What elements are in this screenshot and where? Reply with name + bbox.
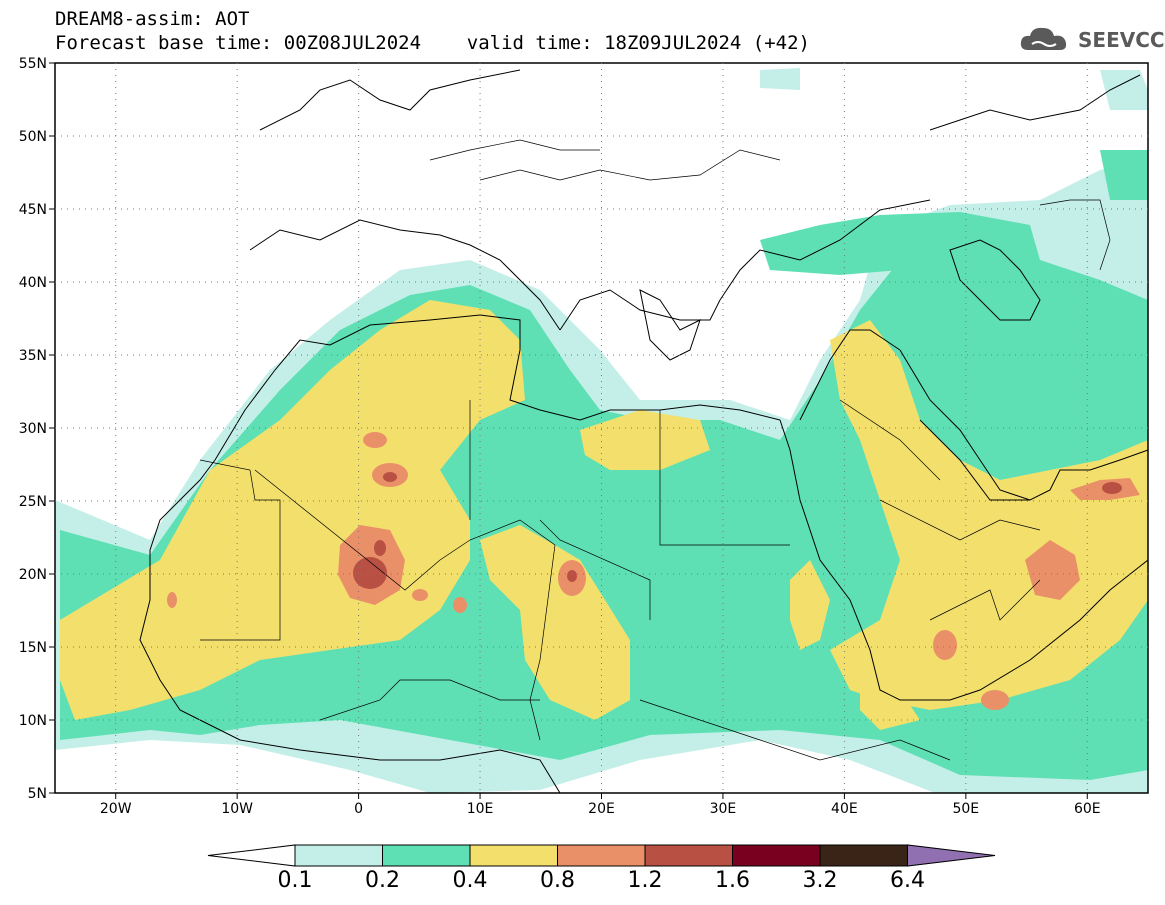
colorbar-swatch — [382, 844, 471, 867]
colorbar-label: 0.8 — [540, 868, 575, 893]
lon-label: 0 — [354, 801, 363, 817]
lat-label: 10N — [19, 713, 47, 729]
colorbar-swatch — [469, 844, 558, 867]
lon-label: 20W — [100, 801, 132, 817]
lat-label: 55N — [19, 56, 47, 72]
lon-label: 20E — [588, 801, 615, 817]
lon-label: 30E — [710, 801, 737, 817]
colorbar-label: 0.4 — [452, 868, 488, 893]
colorbar-swatch — [557, 844, 646, 867]
colorbar-swatch — [732, 844, 821, 867]
lat-label: 30N — [19, 421, 47, 437]
colorbar-label: 1.6 — [715, 868, 750, 893]
colorbar-max-arrow — [907, 844, 996, 867]
lon-label: 60E — [1074, 801, 1101, 817]
lat-label: 25N — [19, 494, 47, 510]
colorbar-min-arrow — [207, 844, 296, 867]
graticule — [55, 63, 1148, 793]
colorbar-label: 6.4 — [890, 868, 925, 893]
lon-label: 50E — [952, 801, 979, 817]
lat-label: 15N — [19, 640, 47, 656]
lat-label: 50N — [19, 129, 47, 145]
colorbar-swatch — [819, 844, 908, 867]
longitude-labels: 20W 10W 0 10E 20E 30E 40E 50E 60E — [100, 801, 1101, 817]
colorbar-swatch — [644, 844, 733, 867]
colorbar-label: 0.1 — [277, 868, 313, 893]
aot-band-1.2 — [353, 472, 1122, 589]
lat-label: 40N — [19, 275, 47, 291]
lat-label: 20N — [19, 567, 47, 583]
latitude-labels: 55N 50N 45N 40N 35N 30N 25N 20N 15N 10N 5N — [19, 56, 47, 802]
lon-label: 10W — [221, 801, 253, 817]
lat-label: 35N — [19, 348, 47, 364]
logo-text: SEEVCCC — [1078, 28, 1165, 52]
product-title: DREAM8-assim: AOT — [55, 8, 250, 30]
forecast-time-line: Forecast base time: 00Z08JUL2024 valid t… — [55, 32, 810, 54]
colorbar-label: 1.2 — [627, 868, 663, 893]
axis-ticks — [49, 62, 1088, 799]
lon-label: 40E — [831, 801, 858, 817]
colorbar-label: 3.2 — [802, 868, 838, 893]
cloud-icon — [1020, 27, 1067, 50]
lon-label: 10E — [467, 801, 494, 817]
colorbar-label: 0.2 — [365, 868, 400, 893]
seevccc-logo: SEEVCCC — [1018, 22, 1165, 58]
colorbar-swatch — [294, 844, 383, 867]
lat-label: 45N — [19, 202, 47, 218]
lat-label: 5N — [28, 786, 47, 802]
aot-fields — [55, 68, 1148, 793]
